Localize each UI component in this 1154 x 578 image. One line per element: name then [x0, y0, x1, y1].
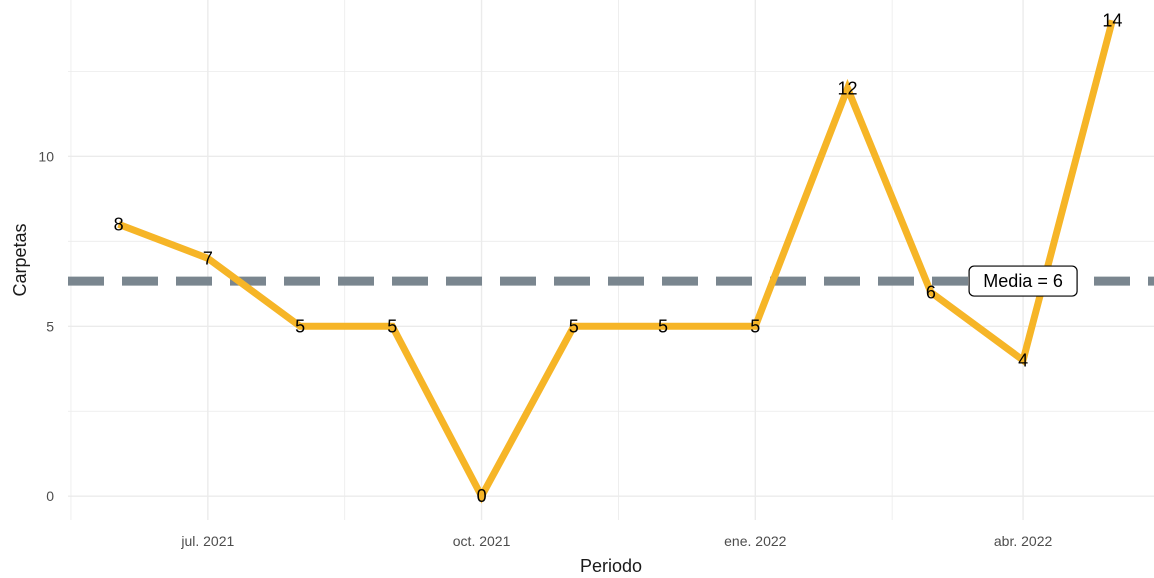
- y-tick-label: 0: [46, 488, 54, 504]
- y-tick-label: 10: [38, 148, 54, 164]
- data-label: 5: [658, 316, 668, 336]
- data-label: 5: [387, 316, 397, 336]
- y-axis-title: Carpetas: [10, 223, 30, 296]
- grid-major: [68, 0, 1154, 520]
- grid-minor: [68, 0, 1154, 520]
- data-label: 4: [1018, 350, 1028, 370]
- data-label: 0: [477, 486, 487, 506]
- data-labels-group: 8 7 5 5 0 5 5 5 12 6 4 14: [114, 10, 1123, 506]
- mean-label-box: [968, 265, 1078, 297]
- data-label: 5: [750, 316, 760, 336]
- data-label: 8: [114, 214, 124, 234]
- series-group: [117, 19, 1116, 504]
- data-label: 7: [203, 248, 213, 268]
- x-tick-label: abr. 2022: [994, 533, 1053, 549]
- x-axis-ticks: jul. 2021 oct. 2021 ene. 2022 abr. 2022: [180, 533, 1052, 549]
- data-label: 5: [569, 316, 579, 336]
- mean-label: Media = 6: [983, 271, 1063, 291]
- y-tick-label: 5: [46, 318, 54, 334]
- data-label: 5: [295, 316, 305, 336]
- x-axis-title: Periodo: [580, 556, 642, 576]
- x-tick-label: ene. 2022: [724, 533, 786, 549]
- mean-label-group: Media = 6: [968, 265, 1078, 297]
- data-label: 14: [1102, 10, 1122, 30]
- x-tick-label: oct. 2021: [453, 533, 511, 549]
- y-axis-ticks: 0 5 10: [38, 148, 54, 504]
- data-label: 12: [838, 78, 858, 98]
- series-line: [117, 19, 1116, 504]
- x-tick-label: jul. 2021: [180, 533, 234, 549]
- data-label: 6: [926, 282, 936, 302]
